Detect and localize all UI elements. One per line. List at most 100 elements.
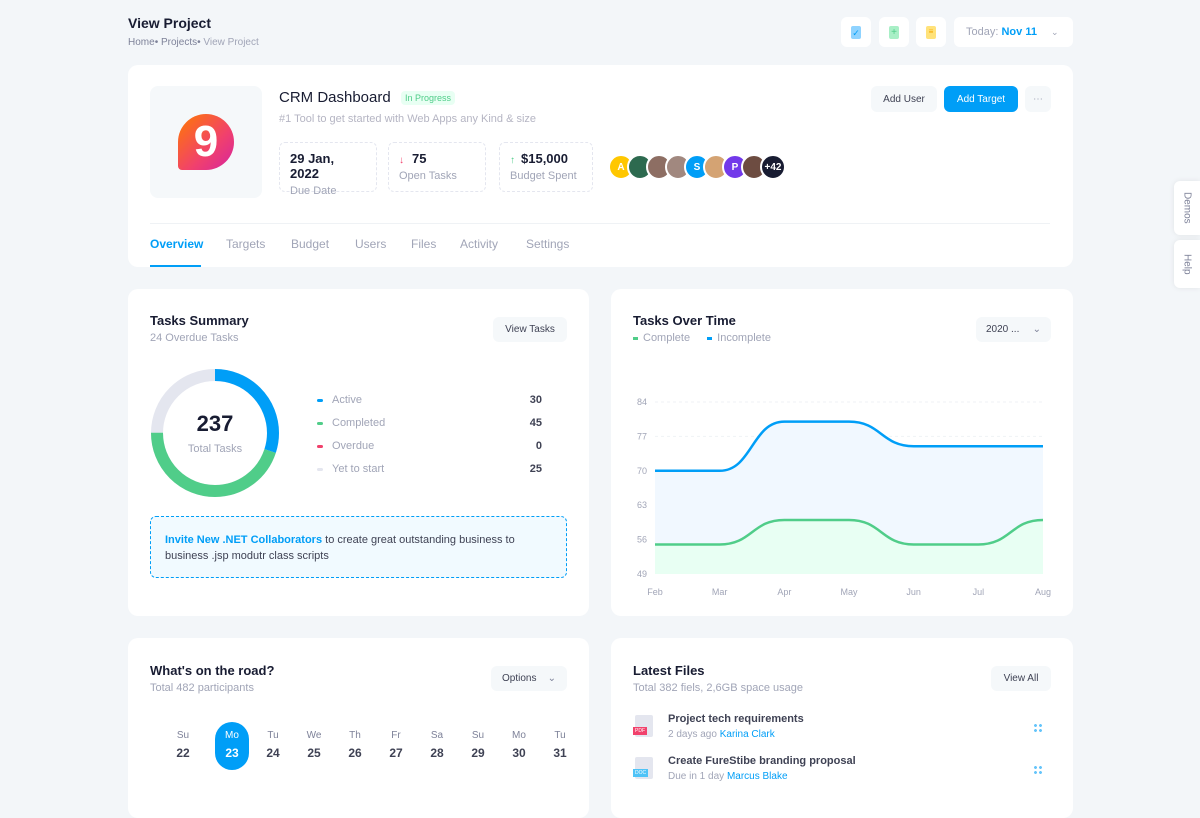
calendar-day[interactable]: Th 26 [348, 730, 362, 760]
legend-complete: Complete [643, 332, 691, 344]
files-subtitle: Total 382 fiels, 2,6GB space usage [633, 682, 803, 694]
task-stat-row: Overdue 0 [317, 440, 542, 452]
invite-link[interactable]: Invite New .NET Collaborators [165, 534, 323, 546]
y-tick-label: 84 [637, 397, 647, 407]
road-subtitle: Total 482 participants [150, 682, 254, 694]
calendar-day[interactable]: Mo 30 [512, 730, 526, 760]
check-file-button[interactable]: ✓ [841, 17, 871, 47]
tab-overview[interactable]: Overview [150, 237, 204, 251]
doc-file-icon: DOC [633, 757, 653, 779]
task-stat-row: Yet to start 25 [317, 463, 542, 475]
y-tick-label: 49 [637, 569, 647, 579]
tasks-summary-subtitle: 24 Overdue Tasks [150, 332, 239, 344]
add-user-button[interactable]: Add User [871, 86, 937, 112]
x-tick-label: Aug [1035, 587, 1051, 597]
demos-tab[interactable]: Demos [1174, 181, 1200, 235]
avatar[interactable]: +42 [760, 154, 786, 180]
line-complete [655, 518, 1044, 546]
tab-budget[interactable]: Budget [291, 237, 330, 251]
y-tick-label: 77 [637, 431, 647, 441]
x-tick-label: Jul [973, 587, 985, 597]
file-user-link[interactable]: Marcus Blake [726, 771, 788, 782]
arrow-down-icon: ↓ [399, 155, 404, 166]
drag-handle-icon[interactable] [1033, 765, 1043, 775]
chevron-down-icon: ⌄ [547, 673, 556, 684]
help-tab[interactable]: Help [1174, 240, 1200, 288]
project-description: #1 Tool to get started with Web Apps any… [279, 113, 537, 125]
stat-due-date: 29 Jan, 2022 Due Date [279, 142, 377, 197]
calendar-day[interactable]: Fr 27 [389, 730, 403, 760]
file-item[interactable]: DOC Create FureStibe branding proposal D… [633, 755, 1051, 791]
pdf-file-icon: PDF [633, 715, 653, 737]
tasks-summary-title: Tasks Summary [150, 313, 249, 328]
tasks-donut [151, 369, 279, 497]
breadcrumb-home[interactable]: Home [128, 37, 155, 48]
x-tick-label: May [840, 587, 858, 597]
tab-users[interactable]: Users [355, 237, 387, 251]
total-tasks-label: Total Tasks [187, 443, 243, 455]
calendar-day[interactable]: Tu 31 [553, 730, 567, 760]
calendar-day[interactable]: Sa 28 [430, 730, 444, 760]
status-badge: In Progress [401, 91, 456, 105]
donut-completed [151, 369, 279, 497]
file-item[interactable]: PDF Project tech requirements 2 days ago… [633, 713, 1051, 749]
breadcrumb: Home• Projects• View Project [128, 37, 259, 48]
x-tick-label: Mar [712, 587, 728, 597]
note-file-button[interactable]: ≡ [916, 17, 946, 47]
files-title: Latest Files [633, 663, 705, 678]
calendar-day[interactable]: Su 22 [176, 730, 190, 760]
stat-budget: ↑ $15,000 Budget Spent [499, 142, 593, 192]
breadcrumb-current: View Project [203, 37, 259, 48]
y-tick-label: 56 [637, 535, 647, 545]
tab-files[interactable]: Files [411, 237, 437, 251]
chart-legend: Complete Incomplete [633, 332, 771, 344]
view-tasks-button[interactable]: View Tasks [493, 317, 567, 342]
chevron-down-icon: ⌄ [1032, 324, 1041, 335]
tab-activity[interactable]: Activity [460, 237, 499, 251]
file-user-link[interactable]: Karina Clark [719, 729, 775, 740]
project-name: CRM Dashboard [279, 89, 391, 106]
options-dropdown[interactable]: Options ⌄ [491, 666, 567, 691]
legend-dot [317, 444, 323, 448]
drag-handle-icon[interactable] [1033, 723, 1043, 733]
more-options-button[interactable]: ⋯ [1025, 86, 1051, 112]
add-target-button[interactable]: Add Target [944, 86, 1018, 112]
task-stat-row: Active 30 [317, 394, 542, 406]
arrow-up-icon: ↑ [510, 155, 515, 166]
task-stat-row: Completed 45 [317, 417, 542, 429]
tab-settings[interactable]: Settings [526, 237, 570, 251]
calendar-day[interactable]: Mo 23 [215, 722, 249, 770]
x-tick-label: Apr [777, 587, 791, 597]
tab-targets[interactable]: Targets [226, 237, 266, 251]
legend-incomplete: Incomplete [717, 332, 771, 344]
page-title: View Project [128, 15, 212, 31]
x-tick-label: Jun [906, 587, 921, 597]
file-text-icon: ≡ [926, 25, 936, 39]
calendar-day[interactable]: We 25 [306, 730, 322, 760]
tasks-over-time-title: Tasks Over Time [633, 313, 736, 328]
calendar-day[interactable]: Tu 24 [266, 730, 280, 760]
breadcrumb-projects[interactable]: Projects [160, 37, 198, 48]
date-picker[interactable]: Today: Nov 11 ⌄ [954, 17, 1073, 47]
legend-dot [317, 398, 323, 402]
y-tick-label: 70 [637, 466, 647, 476]
y-tick-label: 63 [637, 500, 647, 510]
file-check-icon: ✓ [851, 25, 861, 39]
year-filter-dropdown[interactable]: 2020 ... ⌄ [976, 317, 1051, 342]
line-incomplete [655, 420, 1043, 473]
project-logo: 9 [150, 86, 262, 198]
legend-dot [317, 421, 323, 425]
invite-notice: Invite New .NET Collaborators to create … [150, 516, 567, 578]
x-tick-label: Feb [647, 587, 663, 597]
view-all-button[interactable]: View All [991, 666, 1051, 691]
stat-open-tasks: ↓ 75 Open Tasks [388, 142, 486, 192]
total-tasks-value: 237 [196, 411, 234, 436]
add-file-button[interactable]: + [879, 17, 909, 47]
calendar-day[interactable]: Su 29 [471, 730, 485, 760]
legend-dot [317, 467, 323, 471]
chevron-down-icon: ⌄ [1050, 26, 1059, 37]
file-plus-icon: + [889, 25, 899, 39]
donut-active [151, 369, 279, 497]
road-title: What's on the road? [150, 663, 275, 678]
